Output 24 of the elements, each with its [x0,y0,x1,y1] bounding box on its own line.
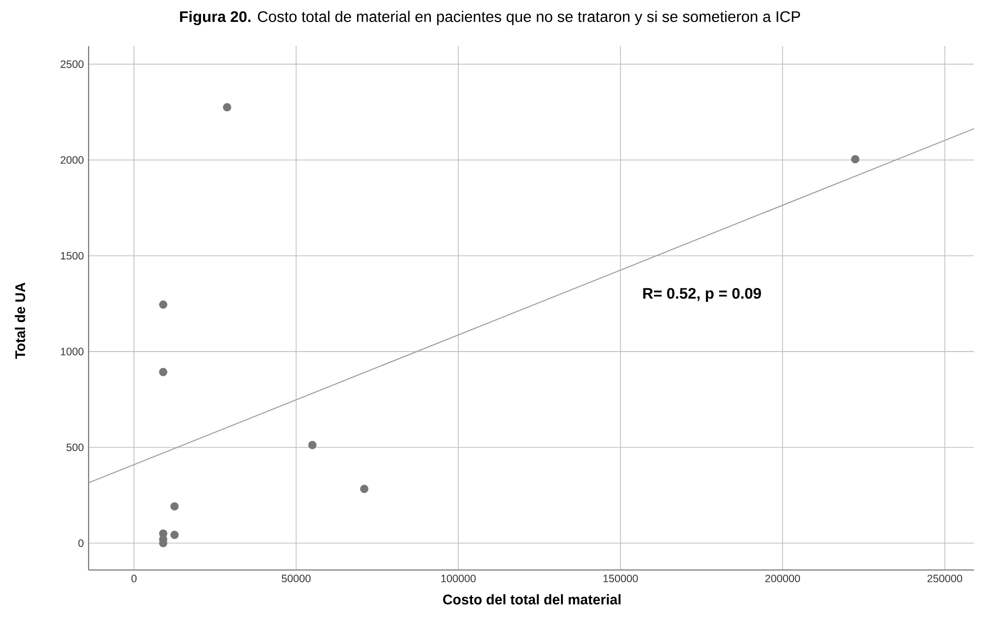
x-tick-label: 0 [131,574,137,582]
point [159,368,168,376]
x-axis-title: Costo del total del material [443,594,620,604]
point [308,440,317,450]
point [170,530,179,540]
point [851,155,860,164]
x-tick-label: 50000 [282,574,311,582]
y-tick-label: 500 [66,444,84,452]
x-tick-label: 100000 [441,574,476,582]
x-tick-label: 200000 [765,574,800,582]
y-tick-label: 1000 [60,348,84,356]
y-tick-label: 2000 [60,156,84,164]
y-tick-label: 1500 [60,252,84,260]
point [170,502,179,511]
x-tick-label: 150000 [603,574,638,582]
chart-title: Figura 20. Costo total de material en pacientes que no se trataron y si se sometieron a ICP [180,10,800,26]
annotation: R= 0.52, p = 0.09 [643,288,761,302]
y-tick-label: 2500 [60,60,84,68]
x-tick-label: 250000 [928,574,962,582]
point [360,484,368,494]
y-axis-title: Total de UA [14,282,26,359]
y-tick-label: 0 [78,539,84,547]
point [159,300,168,309]
point [222,103,232,112]
